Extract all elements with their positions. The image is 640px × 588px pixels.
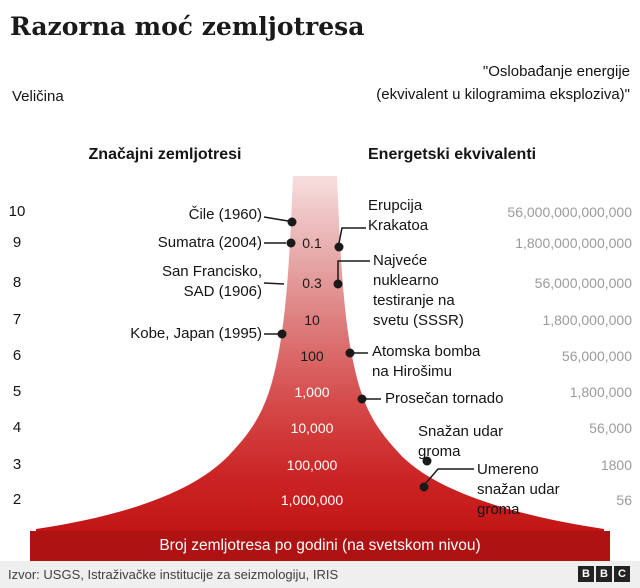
magnitude-tick-4: 4 bbox=[12, 419, 22, 436]
earthquake-label-san-francisco: San Francisko, SAD (1906) bbox=[161, 263, 262, 300]
magnitude-tick-8: 8 bbox=[12, 274, 22, 291]
energy-value: 1,800,000,000 bbox=[542, 312, 632, 328]
dot-chile bbox=[287, 217, 297, 227]
energy-value: 1800 bbox=[600, 457, 632, 473]
footer: Izvor: USGS, Istraživačke institucije za… bbox=[0, 561, 640, 588]
equivalent-label-krakatoa: Erupcija Krakatoa bbox=[368, 197, 429, 234]
dot-nuclear-test bbox=[333, 279, 343, 289]
energy-axis-label-line1: "Oslobađanje energije bbox=[482, 63, 630, 80]
magnitude-tick-6: 6 bbox=[12, 347, 22, 364]
bbc-logo-block-b1: B bbox=[578, 566, 594, 582]
connector-san-francisco bbox=[263, 282, 285, 285]
earthquake-label-kobe: Kobe, Japan (1995) bbox=[130, 325, 262, 342]
magnitude-axis-label: Veličina bbox=[12, 88, 64, 105]
magnitude-tick-10: 10 bbox=[8, 203, 26, 220]
frequency-value: 10 bbox=[304, 312, 320, 328]
equivalent-label-moderate-lightning: Umereno snažan udar groma bbox=[477, 461, 560, 518]
magnitude-tick-3: 3 bbox=[12, 456, 22, 473]
magnitude-tick-2: 2 bbox=[12, 491, 22, 508]
frequency-value: 1,000 bbox=[294, 384, 330, 400]
earthquake-label-chile: Čile (1960) bbox=[188, 206, 262, 223]
earthquake-label-sumatra: Sumatra (2004) bbox=[157, 234, 262, 251]
bbc-logo: B B C bbox=[578, 566, 630, 582]
dot-kobe bbox=[277, 329, 287, 339]
connector-chile bbox=[263, 216, 289, 222]
frequency-value: 100,000 bbox=[286, 457, 338, 473]
energy-value: 56,000,000,000 bbox=[534, 275, 632, 291]
dot-krakatoa bbox=[334, 242, 344, 252]
energy-value: 56,000,000 bbox=[561, 348, 632, 364]
magnitude-tick-7: 7 bbox=[12, 311, 22, 328]
equivalent-label-tornado: Prosečan tornado bbox=[385, 390, 504, 407]
energy-value: 56 bbox=[616, 492, 632, 508]
connector-nuclear-test bbox=[337, 260, 370, 280]
connector-krakatoa bbox=[338, 227, 366, 244]
equivalent-label-nuclear-test: Najveće nuklearno testiranje na svetu (S… bbox=[373, 252, 464, 329]
equivalent-label-strong-lightning: Snažan udar groma bbox=[418, 423, 504, 460]
frequency-value: 1,000,000 bbox=[280, 492, 344, 508]
equivalents-column-header: Energetski ekvivalenti bbox=[368, 146, 537, 163]
energy-value: 1,800,000 bbox=[569, 384, 632, 400]
dot-sumatra bbox=[286, 238, 296, 248]
energy-value: 56,000,000,000,000 bbox=[507, 204, 632, 220]
energy-axis-label-line2: (ekvivalent u kilogramima eksploziva)" bbox=[376, 86, 630, 103]
frequency-banner: Broj zemljotresa po godini (na svetskom … bbox=[30, 531, 610, 561]
energy-value: 1,800,000,000,000 bbox=[515, 235, 632, 251]
bbc-logo-block-b2: B bbox=[596, 566, 612, 582]
page-title: Razorna moć zemljotresa bbox=[10, 12, 365, 41]
connector-moderate-lightning bbox=[425, 468, 474, 484]
energy-value: 56,000 bbox=[589, 420, 632, 436]
dot-hiroshima bbox=[345, 348, 355, 358]
dot-moderate-lightning bbox=[419, 482, 429, 492]
magnitude-tick-5: 5 bbox=[12, 383, 22, 400]
dot-strong-lightning bbox=[422, 456, 432, 466]
equivalent-label-hiroshima: Atomska bomba na Hirošimu bbox=[372, 343, 481, 380]
frequency-value: 100 bbox=[300, 348, 324, 364]
dot-tornado bbox=[357, 394, 367, 404]
bbc-logo-block-c: C bbox=[614, 566, 630, 582]
frequency-value: 10,000 bbox=[290, 420, 334, 436]
source-credit: Izvor: USGS, Istraživačke institucije za… bbox=[8, 567, 339, 582]
curve-area bbox=[36, 176, 604, 531]
frequency-value: 0.1 bbox=[302, 235, 322, 251]
magnitude-tick-9: 9 bbox=[12, 234, 22, 251]
energy-axis-label: "Oslobađanje energije (ekvivalent u kilo… bbox=[376, 60, 630, 106]
frequency-value: 0.3 bbox=[302, 275, 322, 291]
earthquakes-column-header: Značajni zemljotresi bbox=[88, 146, 242, 163]
